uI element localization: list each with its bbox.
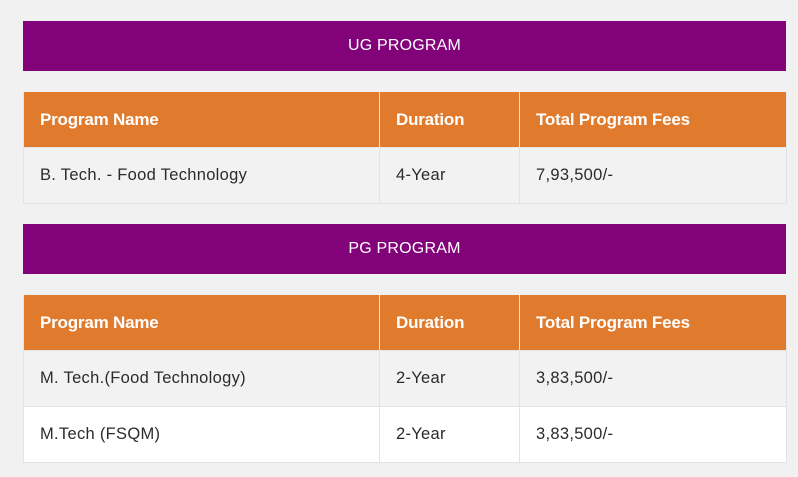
ug-program-section: UG PROGRAM Program Name Duration Total P… — [23, 21, 787, 204]
duration-cell: 2-Year — [379, 406, 520, 463]
column-header-program-name: Program Name — [23, 295, 380, 351]
pg-program-banner: PG PROGRAM — [23, 224, 786, 274]
duration-cell: 4-Year — [379, 147, 520, 204]
table-header-row: Program Name Duration Total Program Fees — [23, 295, 787, 351]
ug-program-banner: UG PROGRAM — [23, 21, 786, 71]
program-name-cell: B. Tech. - Food Technology — [23, 147, 380, 204]
column-header-duration: Duration — [379, 92, 520, 148]
pg-program-title: PG PROGRAM — [348, 240, 461, 257]
program-name-cell: M. Tech.(Food Technology) — [23, 350, 380, 407]
column-header-total-fees: Total Program Fees — [519, 295, 787, 351]
total-fees-cell: 3,83,500/- — [519, 350, 787, 407]
program-name-cell: M.Tech (FSQM) — [23, 406, 380, 463]
duration-cell: 2-Year — [379, 350, 520, 407]
ug-program-title: UG PROGRAM — [347, 37, 462, 54]
column-header-total-fees: Total Program Fees — [519, 92, 787, 148]
ug-fees-table: Program Name Duration Total Program Fees… — [23, 92, 787, 204]
total-fees-cell: 7,93,500/- — [519, 147, 787, 204]
table-row: M. Tech.(Food Technology) 2-Year 3,83,50… — [23, 350, 787, 407]
pg-program-section: PG PROGRAM Program Name Duration Total P… — [23, 224, 787, 463]
column-header-duration: Duration — [379, 295, 520, 351]
column-header-program-name: Program Name — [23, 92, 380, 148]
total-fees-cell: 3,83,500/- — [519, 406, 787, 463]
pg-fees-table: Program Name Duration Total Program Fees… — [23, 295, 787, 463]
table-header-row: Program Name Duration Total Program Fees — [23, 92, 787, 148]
table-row: B. Tech. - Food Technology 4-Year 7,93,5… — [23, 147, 787, 204]
table-row: M.Tech (FSQM) 2-Year 3,83,500/- — [23, 406, 787, 463]
